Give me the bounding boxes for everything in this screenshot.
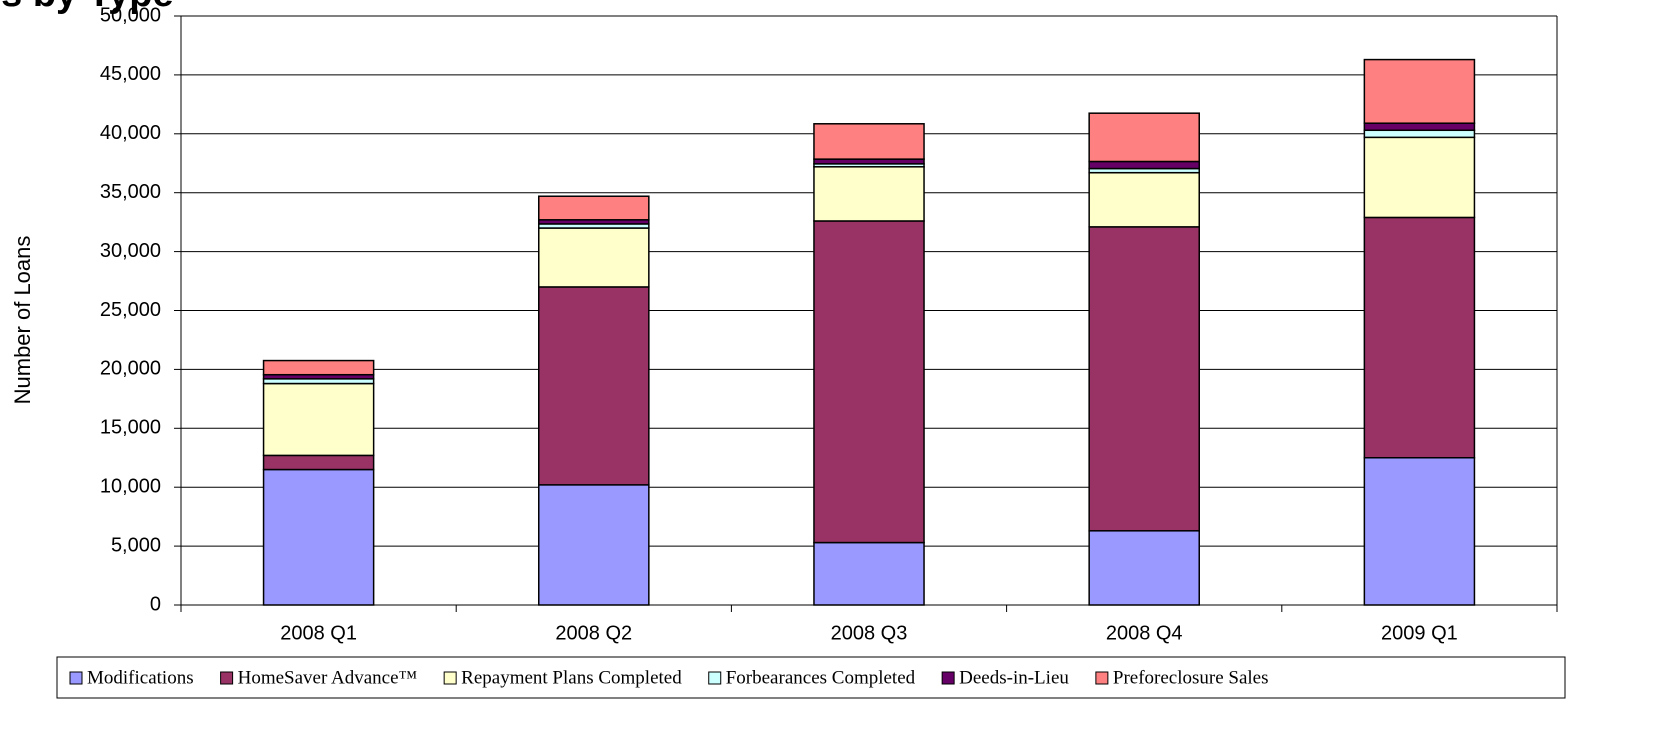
x-tick-label: 2008 Q3 (831, 622, 908, 644)
bar-segment (538, 195, 650, 221)
bar-segment (262, 359, 375, 376)
x-tick-label: 2008 Q1 (280, 622, 357, 644)
bar-segment (1363, 58, 1476, 124)
y-tick-label: 50,000 (100, 4, 161, 26)
bar-segment (262, 468, 375, 606)
bar-segment (538, 484, 650, 606)
bar-segment (1088, 530, 1200, 606)
legend-swatch (443, 671, 457, 685)
legend-box (56, 656, 1566, 699)
legend-label: Preforeclosure Sales (1113, 667, 1269, 688)
y-tick-label: 45,000 (100, 63, 161, 85)
legend-swatch (941, 671, 955, 685)
bar-segment (1088, 171, 1200, 228)
chart-title: es by Type (0, 0, 174, 15)
bar-segment (1363, 122, 1476, 132)
bar-segment (813, 220, 925, 544)
bar-segment (1088, 226, 1200, 532)
y-axis-label: Number of Loans (10, 236, 35, 405)
bar-segment (1363, 216, 1476, 459)
bar-segment (262, 382, 375, 457)
bar-segment (538, 227, 650, 288)
legend-swatch (708, 671, 722, 685)
bar-segment (1088, 112, 1200, 163)
y-tick-label: 0 (150, 593, 161, 615)
y-tick-label: 30,000 (100, 240, 161, 262)
bar-segment (1363, 457, 1476, 606)
y-tick-label: 35,000 (100, 181, 161, 203)
legend-label: Repayment Plans Completed (461, 667, 682, 688)
legend-label: HomeSaver Advance™ (238, 667, 418, 688)
y-tick-label: 10,000 (100, 475, 161, 497)
y-tick-label: 40,000 (100, 122, 161, 144)
legend-swatch (69, 671, 83, 685)
bar-segment (1363, 129, 1476, 139)
bar-segment (813, 541, 925, 606)
bar-segment (262, 454, 375, 471)
legend-label: Forbearances Completed (726, 667, 916, 688)
bar-segment (1363, 136, 1476, 219)
y-tick-label: 25,000 (100, 299, 161, 321)
y-tick-label: 20,000 (100, 358, 161, 380)
bar-segment (813, 166, 925, 222)
bar-segment (1088, 160, 1200, 170)
legend-label: Deeds-in-Lieu (959, 667, 1069, 688)
y-tick-label: 15,000 (100, 417, 161, 439)
x-tick-label: 2008 Q2 (555, 622, 632, 644)
y-tick-label: 5,000 (111, 534, 161, 556)
bar-segment (538, 286, 650, 486)
legend-swatch (1095, 671, 1109, 685)
legend-swatch (220, 671, 234, 685)
x-tick-label: 2009 Q1 (1381, 622, 1458, 644)
legend-label: Modifications (87, 667, 194, 688)
x-tick-label: 2008 Q4 (1106, 622, 1183, 644)
bar-segment (813, 123, 925, 160)
